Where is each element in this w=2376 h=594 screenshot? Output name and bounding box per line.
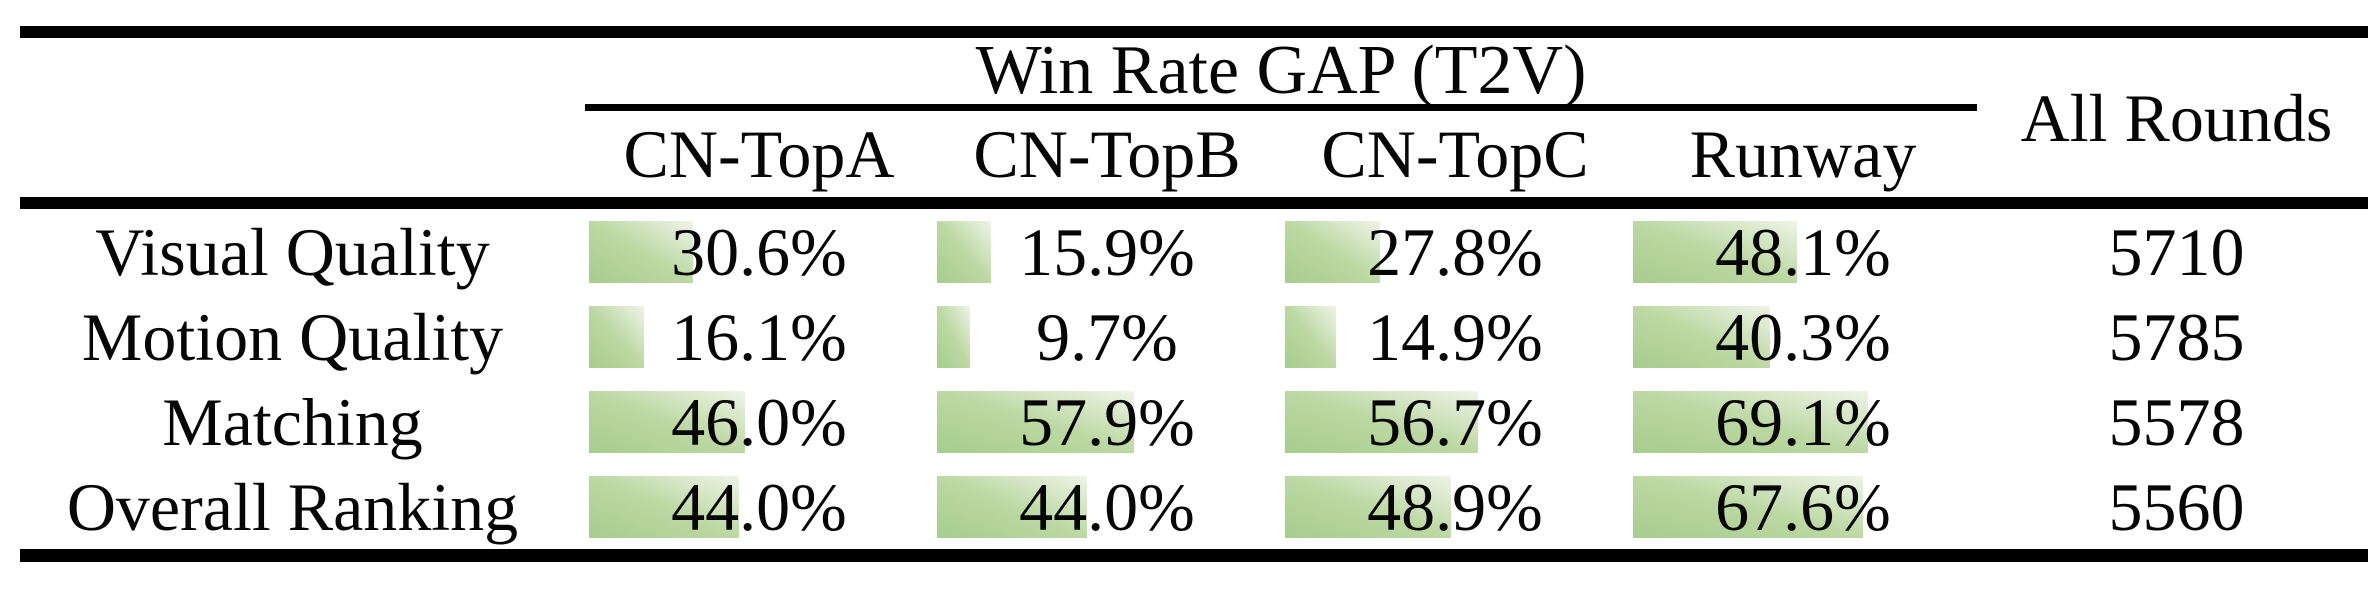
column-header-cn-topb: CN-TopB: [973, 116, 1241, 192]
table-grid: Win Rate GAP (T2V) All Rounds CN-TopA CN…: [0, 32, 2376, 549]
table-cell: 40.3%: [1629, 294, 1977, 379]
win-rate-value: 44.0%: [1019, 468, 1195, 545]
data-bar: [1285, 220, 1380, 283]
all-rounds-value: 5710: [2108, 213, 2245, 290]
table-top-rule: [20, 26, 2368, 38]
table-cell: 27.8%: [1281, 209, 1629, 294]
row-label-motion-quality: Motion Quality: [81, 298, 504, 375]
all-rounds-value: 5578: [2108, 383, 2245, 460]
table-cell: 48.1%: [1629, 209, 1977, 294]
table-cell: 15.9%: [933, 209, 1281, 294]
table-cell: 48.9%: [1281, 464, 1629, 549]
win-rate-table: Win Rate GAP (T2V) All Rounds CN-TopA CN…: [0, 26, 2376, 594]
win-rate-value: 44.0%: [671, 468, 847, 545]
table-cell: 69.1%: [1629, 379, 1977, 464]
win-rate-value: 9.7%: [1036, 298, 1178, 375]
table-cell: 44.0%: [585, 464, 933, 549]
row-label-matching: Matching: [162, 383, 423, 460]
win-rate-value: 67.6%: [1715, 468, 1891, 545]
all-rounds-value: 5560: [2108, 468, 2245, 545]
table-cell: 46.0%: [585, 379, 933, 464]
row-label-visual-quality: Visual Quality: [95, 213, 490, 290]
table-cell: 14.9%: [1281, 294, 1629, 379]
win-rate-value: 15.9%: [1019, 213, 1195, 290]
data-bar: [937, 220, 992, 283]
win-rate-value: 16.1%: [671, 298, 847, 375]
table-cell: 9.7%: [933, 294, 1281, 379]
win-rate-value: 40.3%: [1715, 298, 1891, 375]
win-rate-value: 56.7%: [1367, 383, 1543, 460]
win-rate-value: 48.1%: [1715, 213, 1891, 290]
column-header-cn-topc: CN-TopC: [1321, 116, 1589, 192]
win-rate-value: 69.1%: [1715, 383, 1891, 460]
table-title: Win Rate GAP (T2V): [975, 32, 1587, 109]
table-cell: 57.9%: [933, 379, 1281, 464]
table-cell: 67.6%: [1629, 464, 1977, 549]
row-label-overall-ranking: Overall Ranking: [66, 468, 519, 545]
win-rate-value: 30.6%: [671, 213, 847, 290]
win-rate-value: 27.8%: [1367, 213, 1543, 290]
header-body-rule: [20, 197, 2368, 209]
column-header-runway: Runway: [1689, 116, 1917, 192]
table-cell: 56.7%: [1281, 379, 1629, 464]
data-bar: [589, 305, 644, 368]
win-rate-value: 46.0%: [671, 383, 847, 460]
win-rate-value: 48.9%: [1367, 468, 1543, 545]
column-header-all-rounds: All Rounds: [2020, 79, 2333, 156]
all-rounds-value: 5785: [2108, 298, 2245, 375]
data-bar: [937, 305, 970, 368]
table-bottom-rule: [20, 549, 2368, 562]
data-bar: [1285, 305, 1336, 368]
table-cell: 30.6%: [585, 209, 933, 294]
win-rate-value: 14.9%: [1367, 298, 1543, 375]
header-group-rule: [585, 104, 1977, 111]
table-cell: 16.1%: [585, 294, 933, 379]
win-rate-value: 57.9%: [1019, 383, 1195, 460]
table-cell: 44.0%: [933, 464, 1281, 549]
column-header-cn-topa: CN-TopA: [623, 116, 895, 192]
